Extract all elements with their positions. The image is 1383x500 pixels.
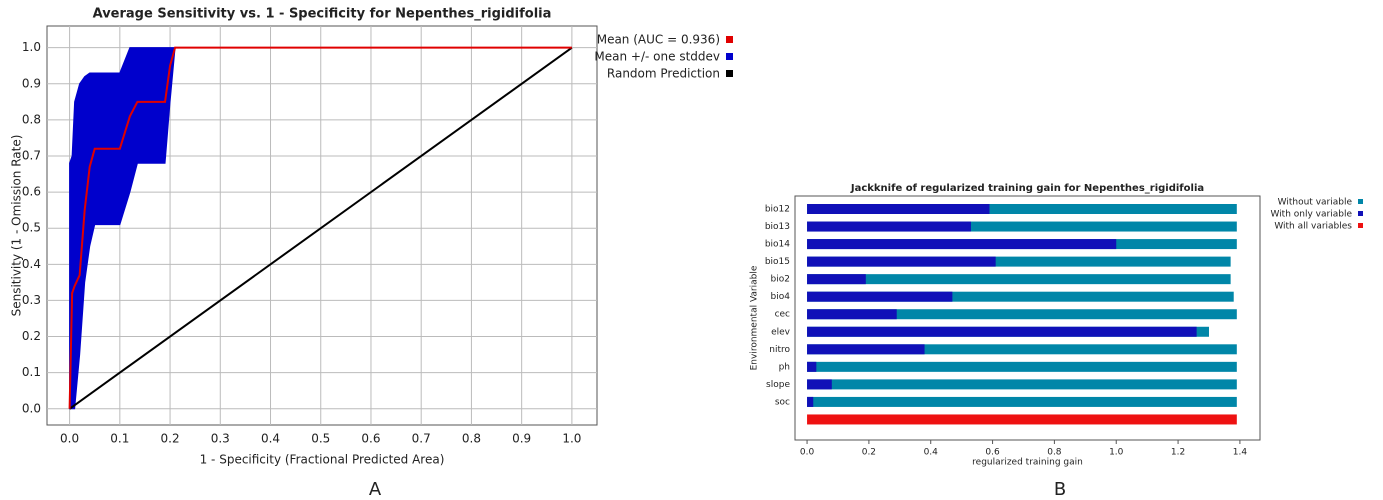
y-tick-label: 0.5 (22, 221, 41, 235)
legend-swatch (1358, 223, 1363, 228)
bar (807, 379, 832, 390)
y-tick-label: bio14 (765, 240, 790, 250)
legend-label: Mean +/- one stddev (594, 50, 720, 64)
x-tick-label: 0.6 (361, 432, 380, 446)
bar (807, 361, 817, 372)
y-tick-label: bio13 (765, 222, 790, 232)
x-tick-label: 0.7 (412, 432, 431, 446)
bar (807, 291, 953, 302)
x-tick-label: 1.0 (562, 432, 581, 446)
x-tick-label: 0.5 (311, 432, 330, 446)
x-axis-label: 1 - Specificity (Fractional Predicted Ar… (200, 453, 445, 467)
y-tick-label: ph (779, 362, 790, 372)
y-axis-label: Environmental Variable (750, 265, 760, 370)
bar (807, 379, 1237, 390)
legend-label: With all variables (1274, 222, 1352, 232)
line (68, 46, 572, 409)
legend-swatch (726, 70, 733, 77)
bar (807, 344, 925, 355)
y-tick-label: 0.0 (22, 401, 41, 415)
y-tick-label: 1.0 (22, 40, 41, 54)
x-tick-label: 1.0 (1109, 448, 1124, 458)
legend-label: Mean (AUC = 0.936) (597, 33, 720, 47)
x-tick-label: 0.0 (60, 432, 79, 446)
bar (807, 344, 1237, 355)
y-tick-label: elev (771, 327, 791, 337)
legend-label: Random Prediction (607, 67, 720, 81)
bar (807, 274, 866, 285)
y-tick-label: 0.1 (22, 365, 41, 379)
legend-swatch (1358, 199, 1363, 204)
chart-title: Jackknife of regularized training gain f… (850, 183, 1204, 194)
line (69, 46, 573, 410)
x-tick-label: 0.8 (1047, 448, 1062, 458)
bar (807, 221, 971, 232)
legend-label: Without variable (1278, 198, 1353, 208)
x-tick-label: 0.4 (261, 432, 280, 446)
bar (807, 361, 1237, 372)
bar (807, 291, 1234, 302)
y-tick-label: soc (775, 397, 790, 407)
bar (807, 221, 1237, 232)
y-tick-label: 0.6 (22, 185, 41, 199)
chart-title: Average Sensitivity vs. 1 - Specificity … (93, 7, 552, 22)
bar (807, 204, 990, 214)
y-tick-label: bio12 (765, 205, 790, 215)
legend-swatch (726, 36, 733, 43)
legend-label: With only variable (1270, 210, 1352, 220)
y-tick-label: bio2 (771, 275, 790, 285)
x-tick-label: 0.2 (862, 448, 876, 458)
x-tick-label: 0.4 (924, 448, 939, 458)
y-tick-label: 0.7 (22, 148, 41, 162)
bar (807, 256, 1231, 267)
y-axis-label: Sensitivity (1 - Omission Rate) (10, 135, 24, 317)
y-tick-label: cec (775, 310, 790, 320)
y-tick-label: nitro (769, 345, 790, 355)
panel-label: A (369, 479, 382, 500)
x-tick-label: 0.1 (110, 432, 129, 446)
panel-label: B (1054, 479, 1066, 500)
x-tick-label: 0.9 (512, 432, 531, 446)
bar (807, 396, 1237, 407)
bar (807, 326, 1197, 337)
bar (807, 414, 1237, 425)
x-tick-label: 0.2 (161, 432, 180, 446)
y-tick-label: 0.4 (22, 257, 41, 271)
bar (807, 274, 1231, 285)
y-tick-label: slope (766, 380, 790, 390)
x-axis-label: regularized training gain (972, 458, 1083, 468)
bar (807, 239, 1117, 250)
y-tick-label: 0.9 (22, 76, 41, 90)
y-tick-label: bio15 (765, 257, 790, 267)
bar (807, 309, 1237, 320)
y-tick-label: bio4 (771, 292, 791, 302)
y-tick-label: 0.3 (22, 293, 41, 307)
bar (807, 309, 897, 320)
x-tick-label: 0.3 (211, 432, 230, 446)
x-tick-label: 0.6 (985, 448, 1000, 458)
bar (807, 204, 1237, 214)
x-tick-label: 1.4 (1233, 448, 1248, 458)
legend-swatch (1358, 211, 1363, 216)
y-tick-label: 0.8 (22, 112, 41, 126)
x-tick-label: 0.0 (800, 448, 815, 458)
y-tick-label: 0.2 (22, 329, 41, 343)
x-tick-label: 1.2 (1171, 448, 1185, 458)
x-tick-label: 0.8 (462, 432, 481, 446)
bar (807, 396, 814, 407)
bar (807, 256, 996, 267)
legend-swatch (726, 53, 733, 60)
